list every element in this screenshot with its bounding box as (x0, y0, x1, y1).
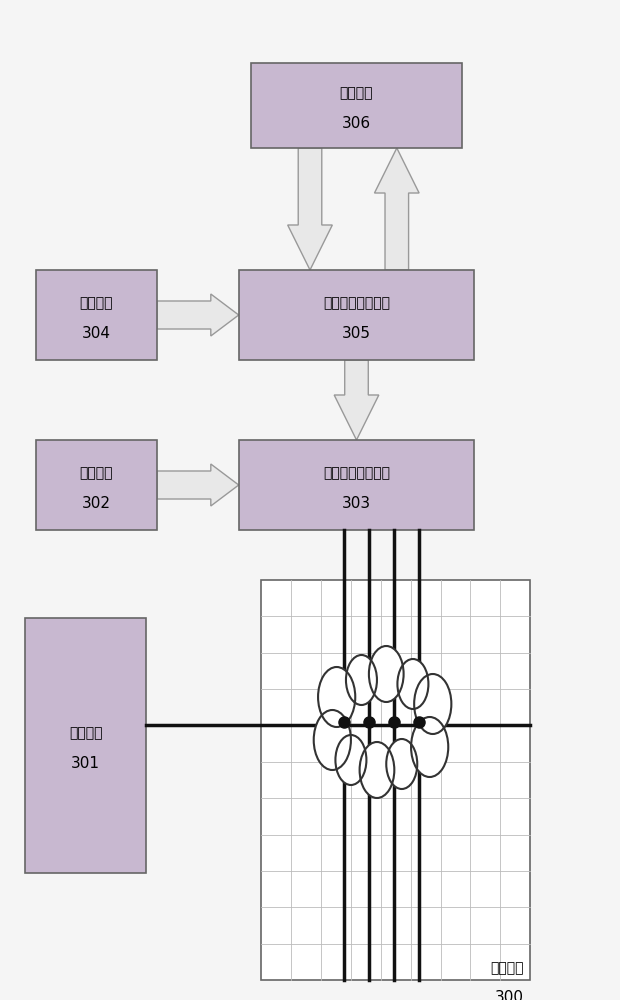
Circle shape (314, 710, 351, 770)
FancyArrow shape (157, 294, 239, 336)
Text: 行译码器: 行译码器 (69, 726, 102, 740)
Circle shape (346, 655, 377, 705)
Text: 控制信号: 控制信号 (79, 296, 113, 310)
Text: 303: 303 (342, 495, 371, 510)
FancyBboxPatch shape (35, 440, 156, 530)
Circle shape (411, 717, 448, 777)
FancyArrow shape (157, 464, 239, 506)
Text: 第二级数据选择器: 第二级数据选择器 (323, 296, 390, 310)
FancyBboxPatch shape (35, 270, 156, 360)
FancyArrow shape (288, 148, 332, 270)
Circle shape (335, 735, 366, 785)
Text: 302: 302 (82, 495, 110, 510)
Text: 外围电路: 外围电路 (340, 86, 373, 100)
Circle shape (386, 739, 417, 789)
Circle shape (397, 659, 428, 709)
Circle shape (369, 646, 404, 702)
Text: 300: 300 (495, 990, 524, 1000)
Text: 第一级数据选择器: 第一级数据选择器 (323, 466, 390, 480)
FancyBboxPatch shape (260, 580, 530, 980)
FancyBboxPatch shape (239, 440, 474, 530)
Text: 301: 301 (71, 756, 100, 770)
Circle shape (414, 674, 451, 734)
FancyBboxPatch shape (25, 617, 146, 872)
Text: 列译码器: 列译码器 (79, 466, 113, 480)
FancyBboxPatch shape (251, 62, 462, 147)
FancyBboxPatch shape (239, 270, 474, 360)
Text: 304: 304 (82, 326, 110, 340)
Text: 存储阵列: 存储阵列 (490, 961, 524, 975)
Text: 306: 306 (342, 115, 371, 130)
FancyArrow shape (374, 148, 419, 270)
Text: 305: 305 (342, 326, 371, 340)
Circle shape (318, 667, 355, 727)
FancyArrow shape (334, 360, 379, 440)
Circle shape (360, 742, 394, 798)
